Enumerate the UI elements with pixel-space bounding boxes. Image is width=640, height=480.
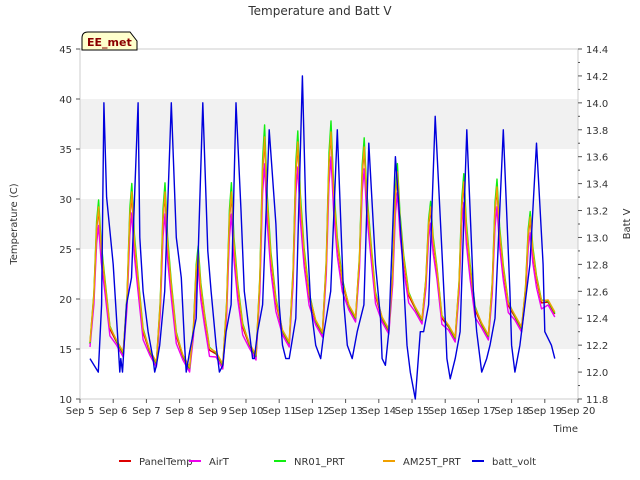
site-label: EE_met <box>87 36 132 49</box>
x-tick-label: Sep 16 <box>428 406 463 417</box>
x-tick-label: Sep 10 <box>229 406 264 417</box>
x-tick-label: Sep 6 <box>99 406 127 417</box>
y2-tick-label: 12.8 <box>586 260 608 271</box>
y2-tick-label: 13.6 <box>586 153 608 164</box>
x-tick-label: Sep 17 <box>461 406 496 417</box>
y2-tick-label: 13.8 <box>586 126 608 137</box>
x-tick-label: Sep 20 <box>561 406 596 417</box>
x-tick-label: Sep 18 <box>494 406 529 417</box>
y-tick-label: 20 <box>59 295 72 306</box>
series-lines <box>89 75 556 400</box>
y-axis-label: Temperature (C) <box>9 183 20 265</box>
y2-axis-label: Batt V <box>622 208 633 239</box>
y2-tick-label: 11.8 <box>586 395 608 406</box>
y2-tick-label: 13.2 <box>586 207 608 218</box>
chart-title: Temperature and Batt V <box>247 4 392 18</box>
y-tick-label: 30 <box>59 195 72 206</box>
series-line-am25t_prt <box>89 131 556 368</box>
y2-tick-label: 14.2 <box>586 72 608 83</box>
x-tick-label: Sep 7 <box>132 406 160 417</box>
y2-tick-label: 12.4 <box>586 314 608 325</box>
site-label-box: EE_met <box>81 31 138 51</box>
legend-label: batt_volt <box>492 457 536 468</box>
x-tick-label: Sep 9 <box>199 406 227 417</box>
grid-band <box>80 99 578 149</box>
y-axis-left: 10 15 20 25 30 35 40 45 <box>59 45 80 406</box>
x-tick-label: Sep 8 <box>165 406 193 417</box>
y-tick-label: 10 <box>59 395 72 406</box>
y2-tick-label: 12.6 <box>586 287 608 298</box>
x-tick-label: Sep 11 <box>262 406 297 417</box>
y2-tick-label: 14.0 <box>586 99 608 110</box>
y-axis-right: 11.8 12.0 12.2 12.4 12.6 12.8 13.0 13.2 13.4 13.6… <box>578 45 608 406</box>
y-tick-label: 35 <box>59 145 72 156</box>
legend-label: PanelTemp <box>139 457 193 468</box>
x-tick-label: Sep 13 <box>328 406 363 417</box>
x-tick-label: Sep 12 <box>295 406 330 417</box>
y-tick-label: 45 <box>59 45 72 56</box>
x-axis-label: Time <box>553 424 578 435</box>
y2-tick-label: 12.2 <box>586 341 608 352</box>
y2-tick-label: 14.4 <box>586 45 608 56</box>
y2-tick-label: 12.0 <box>586 368 608 379</box>
y-tick-label: 40 <box>59 95 72 106</box>
x-tick-label: Sep 14 <box>361 406 396 417</box>
y-tick-label: 15 <box>59 345 72 356</box>
y-tick-label: 25 <box>59 245 72 256</box>
y2-tick-label: 13.0 <box>586 233 608 244</box>
grid-band <box>80 299 578 349</box>
legend: PanelTemp AirT NR01_PRT AM25T_PRT batt_volt <box>119 457 536 468</box>
series-line-airt <box>89 156 556 373</box>
x-tick-label: Sep 19 <box>527 406 562 417</box>
x-tick-label: Sep 5 <box>66 406 94 417</box>
legend-label: NR01_PRT <box>294 457 345 468</box>
legend-label: AM25T_PRT <box>403 457 462 468</box>
legend-label: AirT <box>209 457 230 468</box>
x-tick-label: Sep 15 <box>395 406 430 417</box>
series-line-batt_volt <box>89 75 556 400</box>
y2-tick-label: 13.4 <box>586 180 608 191</box>
